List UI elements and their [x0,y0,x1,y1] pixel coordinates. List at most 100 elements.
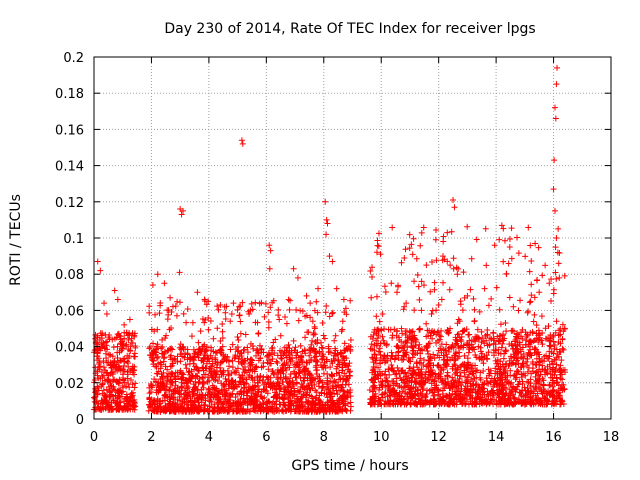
data-point [124,332,131,339]
data-point [501,237,508,244]
data-point [382,382,389,389]
data-point [493,381,500,388]
data-point [92,389,99,396]
data-point [402,331,409,338]
data-point [297,307,304,314]
data-point [332,379,339,386]
data-point [126,352,133,359]
data-point [271,382,278,389]
data-point [510,351,517,358]
data-point [311,331,318,338]
data-point [172,303,179,310]
data-point [94,258,101,265]
data-point [145,407,152,414]
data-point [314,309,321,316]
data-point [164,316,171,323]
data-point [297,342,304,349]
data-point [125,380,132,387]
data-point [229,364,236,371]
data-point [215,306,222,313]
data-point [287,397,294,404]
data-point [424,387,431,394]
data-point [263,353,270,360]
data-point [561,272,568,279]
data-point [195,379,202,386]
data-point [335,356,342,363]
data-point [167,384,174,391]
data-point [199,315,206,322]
data-point [406,245,413,252]
chart-title: Day 230 of 2014, Rate Of TEC Index for r… [164,21,535,37]
data-point [155,408,162,415]
data-point [336,403,343,410]
data-point [327,364,334,371]
data-point [257,342,264,349]
data-point [229,408,236,415]
data-point [481,391,488,398]
data-point [209,374,216,381]
data-point [297,375,304,382]
data-point [213,349,220,356]
data-point [374,335,381,342]
data-point [500,258,507,265]
data-point [107,352,114,359]
data-point [118,345,125,352]
data-point [525,224,532,231]
data-point [344,346,351,353]
data-point [239,399,246,406]
data-point [200,355,207,362]
data-point [159,373,166,380]
data-point [331,357,338,364]
data-point [285,296,292,303]
data-point [173,312,180,319]
data-point [550,290,557,297]
data-point [182,361,189,368]
data-point [282,314,289,321]
data-point [151,328,158,335]
x-tick-label: 12 [430,430,447,445]
data-point [369,354,376,361]
data-point [415,283,422,290]
data-point [550,186,557,193]
data-point [308,407,315,414]
data-point [270,408,277,415]
data-point [395,282,402,289]
data-point [476,356,483,363]
data-point [418,278,425,285]
data-point [406,231,413,238]
data-point [417,355,424,362]
data-point [319,320,326,327]
data-point [116,399,123,406]
data-point [371,351,378,358]
data-point [109,336,116,343]
data-point [463,390,470,397]
data-point [255,330,262,337]
data-point [265,309,272,316]
data-point [185,384,192,391]
x-tick-label: 8 [320,430,328,445]
data-point [509,327,516,334]
data-point [530,318,537,325]
data-point [340,355,347,362]
data-point [418,307,425,314]
data-point [109,353,116,360]
data-point [156,400,163,407]
data-point [121,321,128,328]
data-point [237,330,244,337]
data-point [389,224,396,231]
data-point [99,380,106,387]
data-point [393,375,400,382]
data-point [493,284,500,291]
data-point [416,296,423,303]
data-point [450,265,457,272]
data-point [111,287,118,294]
data-point [438,341,445,348]
data-point [265,366,272,373]
data-point [308,381,315,388]
data-point [212,349,219,356]
data-point [97,375,104,382]
data-point [523,358,530,365]
data-point [285,406,292,413]
data-point [271,389,278,396]
data-point [310,345,317,352]
